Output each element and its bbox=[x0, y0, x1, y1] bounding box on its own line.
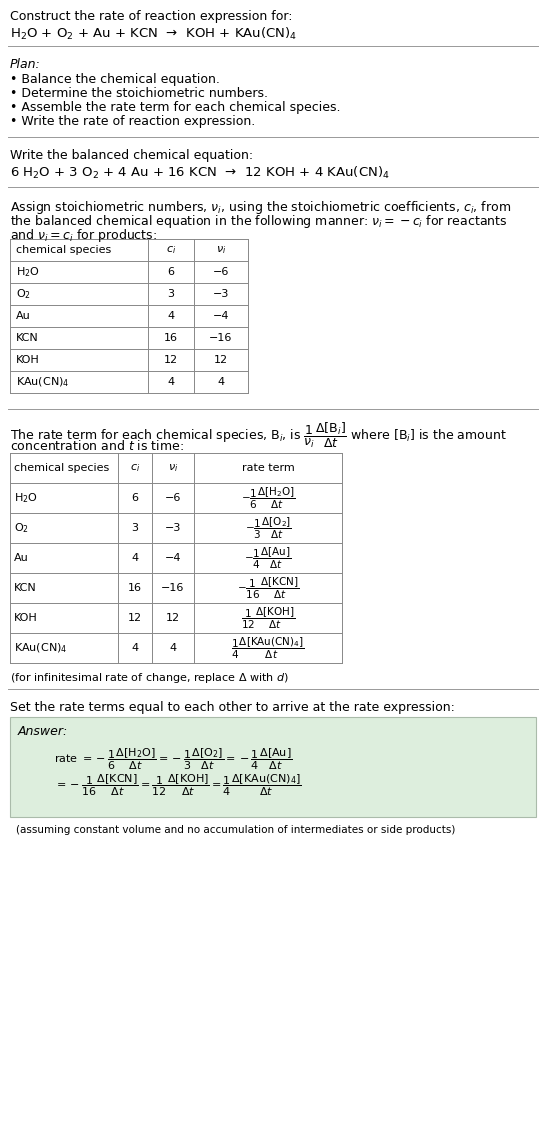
Text: KAu(CN)$_4$: KAu(CN)$_4$ bbox=[16, 375, 69, 389]
Text: 3: 3 bbox=[168, 289, 175, 299]
Text: $c_i$: $c_i$ bbox=[130, 462, 140, 474]
Text: KAu(CN)$_4$: KAu(CN)$_4$ bbox=[14, 641, 67, 654]
Text: $\dfrac{1}{4}\dfrac{\Delta[\mathrm{KAu(CN)_4}]}{\Delta t}$: $\dfrac{1}{4}\dfrac{\Delta[\mathrm{KAu(C… bbox=[231, 635, 305, 661]
Text: Set the rate terms equal to each other to arrive at the rate expression:: Set the rate terms equal to each other t… bbox=[10, 701, 455, 714]
Text: H$_2$O + O$_2$ + Au + KCN  →  KOH + KAu(CN)$_4$: H$_2$O + O$_2$ + Au + KCN → KOH + KAu(CN… bbox=[10, 26, 297, 42]
Text: $-\dfrac{1}{3}\dfrac{\Delta[\mathrm{O_2}]}{\Delta t}$: $-\dfrac{1}{3}\dfrac{\Delta[\mathrm{O_2}… bbox=[245, 515, 292, 541]
Text: O$_2$: O$_2$ bbox=[16, 287, 31, 301]
Text: 12: 12 bbox=[214, 355, 228, 365]
Text: $-\dfrac{1}{16}\dfrac{\Delta[\mathrm{KCN}]}{\Delta t}$: $-\dfrac{1}{16}\dfrac{\Delta[\mathrm{KCN… bbox=[237, 575, 299, 601]
Text: concentration and $t$ is time:: concentration and $t$ is time: bbox=[10, 439, 184, 452]
Text: 4: 4 bbox=[132, 553, 139, 562]
Text: 12: 12 bbox=[164, 355, 178, 365]
Text: H$_2$O: H$_2$O bbox=[16, 265, 40, 279]
Text: The rate term for each chemical species, B$_i$, is $\dfrac{1}{\nu_i}\dfrac{\Delt: The rate term for each chemical species,… bbox=[10, 421, 507, 450]
Text: 6: 6 bbox=[132, 493, 139, 503]
Text: 4: 4 bbox=[217, 376, 224, 387]
Text: 6: 6 bbox=[168, 266, 175, 277]
Text: 12: 12 bbox=[166, 613, 180, 623]
Text: −16: −16 bbox=[209, 333, 233, 342]
Text: −16: −16 bbox=[161, 583, 185, 593]
Text: KCN: KCN bbox=[14, 583, 37, 593]
Text: • Write the rate of reaction expression.: • Write the rate of reaction expression. bbox=[10, 115, 255, 128]
Text: rate $= -\dfrac{1}{6}\dfrac{\Delta[\mathrm{H_2O}]}{\Delta t} = -\dfrac{1}{3}\dfr: rate $= -\dfrac{1}{6}\dfrac{\Delta[\math… bbox=[54, 747, 292, 772]
Bar bbox=[10, 717, 536, 816]
Text: Assign stoichiometric numbers, $\nu_i$, using the stoichiometric coefficients, $: Assign stoichiometric numbers, $\nu_i$, … bbox=[10, 198, 511, 215]
Text: O$_2$: O$_2$ bbox=[14, 522, 29, 535]
Text: (for infinitesimal rate of change, replace Δ with $d$): (for infinitesimal rate of change, repla… bbox=[10, 671, 289, 685]
Text: rate term: rate term bbox=[242, 463, 294, 473]
Text: −6: −6 bbox=[165, 493, 181, 503]
Text: KOH: KOH bbox=[16, 355, 40, 365]
Text: $\nu_i$: $\nu_i$ bbox=[216, 244, 226, 256]
Text: 4: 4 bbox=[169, 643, 176, 653]
Text: 6 H$_2$O + 3 O$_2$ + 4 Au + 16 KCN  →  12 KOH + 4 KAu(CN)$_4$: 6 H$_2$O + 3 O$_2$ + 4 Au + 16 KCN → 12 … bbox=[10, 166, 390, 181]
Text: KOH: KOH bbox=[14, 613, 38, 623]
Text: Answer:: Answer: bbox=[18, 725, 68, 738]
Text: 12: 12 bbox=[128, 613, 142, 623]
Text: Write the balanced chemical equation:: Write the balanced chemical equation: bbox=[10, 149, 253, 162]
Text: Au: Au bbox=[14, 553, 29, 562]
Text: (assuming constant volume and no accumulation of intermediates or side products): (assuming constant volume and no accumul… bbox=[16, 826, 455, 835]
Text: $-\dfrac{1}{6}\dfrac{\Delta[\mathrm{H_2O}]}{\Delta t}$: $-\dfrac{1}{6}\dfrac{\Delta[\mathrm{H_2O… bbox=[241, 485, 295, 510]
Text: and $\nu_i = c_i$ for products:: and $\nu_i = c_i$ for products: bbox=[10, 227, 157, 244]
Text: 3: 3 bbox=[132, 523, 139, 533]
Text: • Determine the stoichiometric numbers.: • Determine the stoichiometric numbers. bbox=[10, 87, 268, 100]
Text: • Balance the chemical equation.: • Balance the chemical equation. bbox=[10, 73, 220, 86]
Text: −4: −4 bbox=[213, 311, 229, 321]
Text: chemical species: chemical species bbox=[16, 245, 111, 255]
Text: −4: −4 bbox=[165, 553, 181, 562]
Text: • Assemble the rate term for each chemical species.: • Assemble the rate term for each chemic… bbox=[10, 101, 341, 115]
Text: 4: 4 bbox=[168, 311, 175, 321]
Text: −6: −6 bbox=[213, 266, 229, 277]
Text: Au: Au bbox=[16, 311, 31, 321]
Text: 16: 16 bbox=[164, 333, 178, 342]
Text: 4: 4 bbox=[168, 376, 175, 387]
Text: 16: 16 bbox=[128, 583, 142, 593]
Text: Plan:: Plan: bbox=[10, 58, 41, 71]
Text: Construct the rate of reaction expression for:: Construct the rate of reaction expressio… bbox=[10, 10, 293, 23]
Text: the balanced chemical equation in the following manner: $\nu_i = -c_i$ for react: the balanced chemical equation in the fo… bbox=[10, 213, 507, 230]
Text: H$_2$O: H$_2$O bbox=[14, 491, 38, 505]
Text: −3: −3 bbox=[213, 289, 229, 299]
Text: $c_i$: $c_i$ bbox=[166, 244, 176, 256]
Text: $\dfrac{1}{12}\dfrac{\Delta[\mathrm{KOH}]}{\Delta t}$: $\dfrac{1}{12}\dfrac{\Delta[\mathrm{KOH}… bbox=[241, 606, 295, 631]
Text: KCN: KCN bbox=[16, 333, 39, 342]
Text: chemical species: chemical species bbox=[14, 463, 109, 473]
Text: $= -\dfrac{1}{16}\dfrac{\Delta[\mathrm{KCN}]}{\Delta t} = \dfrac{1}{12}\dfrac{\D: $= -\dfrac{1}{16}\dfrac{\Delta[\mathrm{K… bbox=[54, 773, 302, 798]
Text: $\nu_i$: $\nu_i$ bbox=[168, 462, 178, 474]
Text: −3: −3 bbox=[165, 523, 181, 533]
Text: 4: 4 bbox=[132, 643, 139, 653]
Text: $-\dfrac{1}{4}\dfrac{\Delta[\mathrm{Au}]}{\Delta t}$: $-\dfrac{1}{4}\dfrac{\Delta[\mathrm{Au}]… bbox=[244, 545, 292, 570]
